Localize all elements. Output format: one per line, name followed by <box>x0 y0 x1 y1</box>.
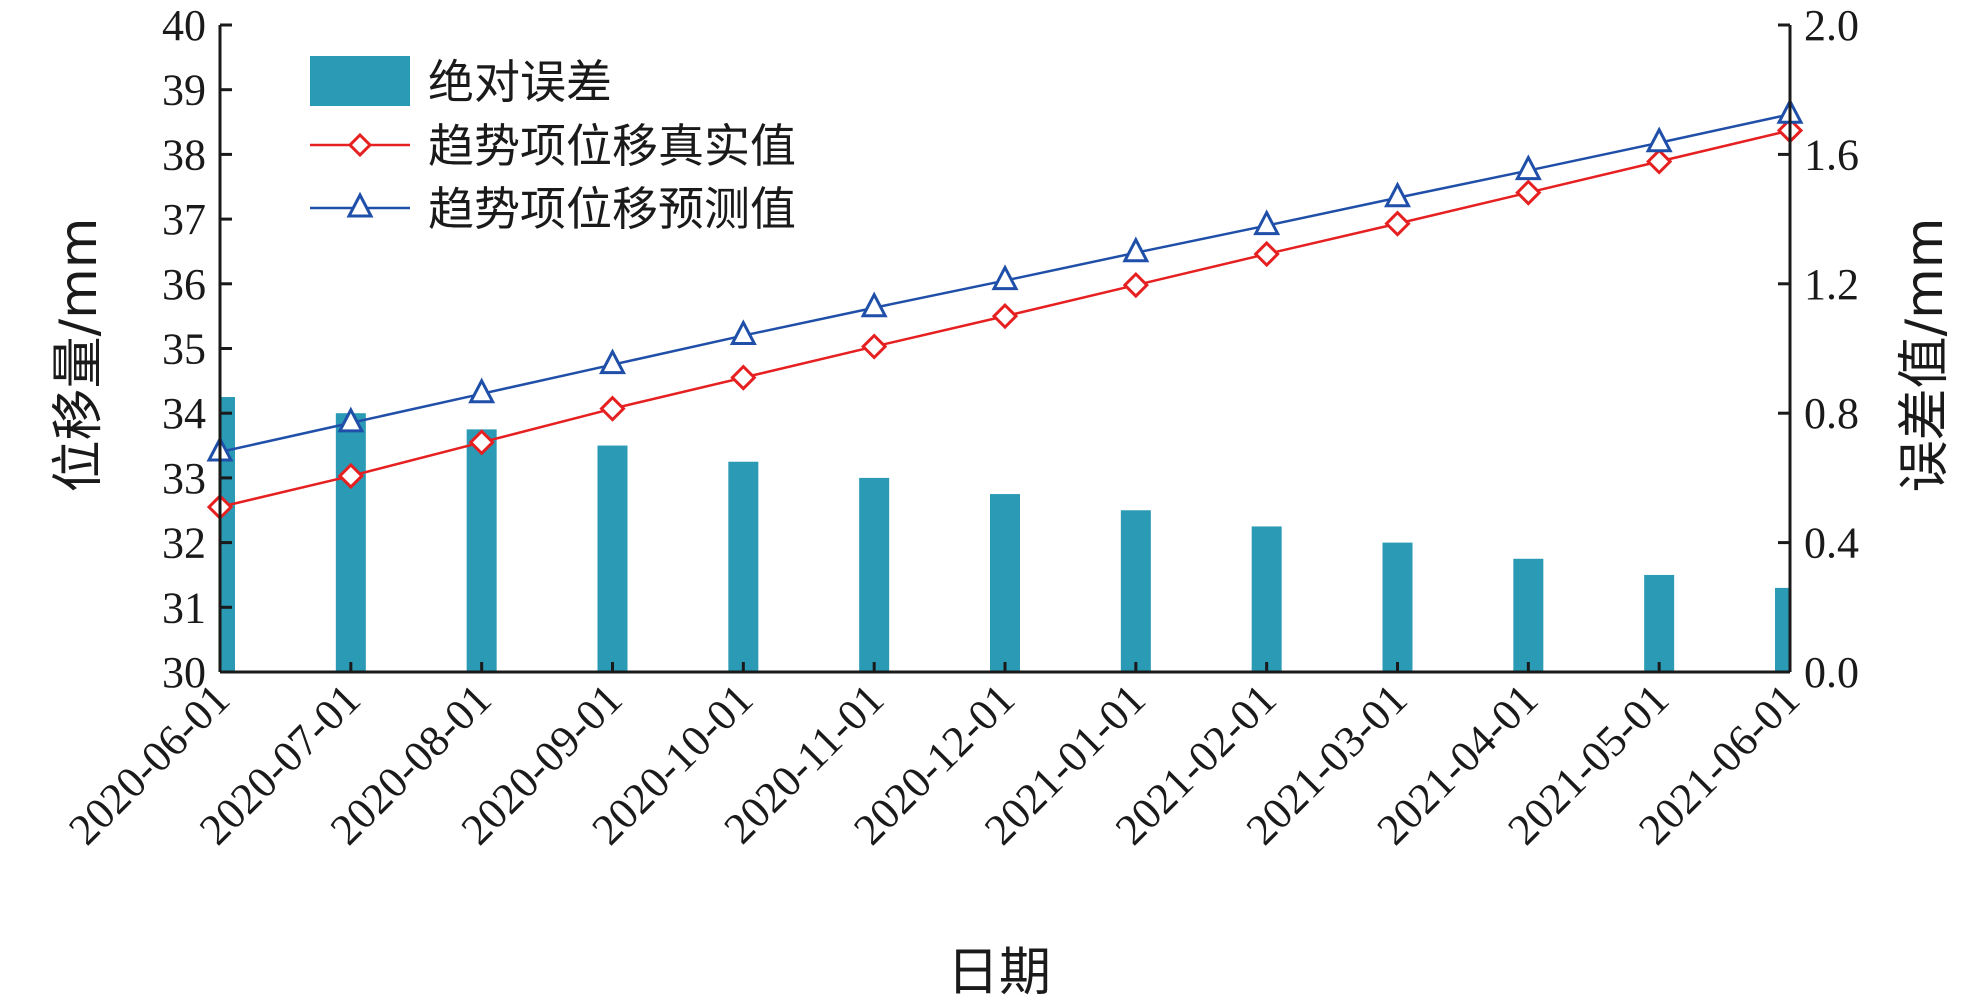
y-left-tick-label: 31 <box>162 583 206 632</box>
legend-swatch-bars <box>310 56 410 106</box>
series-1-point <box>468 377 496 404</box>
series-0-point <box>1253 240 1280 268</box>
legend: 绝对误差 趋势项位移真实值 趋势项位移预测值 <box>310 55 796 236</box>
y-left-tick-label: 34 <box>162 389 206 438</box>
series-0-point <box>1646 148 1673 175</box>
bar-abs-error <box>728 461 759 672</box>
y-left-tick-label: 35 <box>162 325 206 374</box>
y-right-tick-label: 2.0 <box>1804 1 1859 50</box>
series-1-point <box>1645 126 1673 153</box>
bar-abs-error <box>990 494 1020 672</box>
y-left-tick-label: 30 <box>162 648 206 697</box>
series-1-point <box>729 319 757 346</box>
y-left-tick-label: 33 <box>162 454 206 503</box>
series-0-point <box>1122 271 1149 299</box>
series-0-point <box>861 333 888 360</box>
series-0-point <box>1384 210 1411 237</box>
x-axis-title: 日期 <box>947 943 1051 1001</box>
series-0-point <box>1515 179 1542 206</box>
bar-abs-error <box>466 429 497 672</box>
bar-abs-error <box>1382 542 1413 672</box>
series-0-point <box>599 395 626 422</box>
y-left-tick-label: 36 <box>162 260 206 309</box>
lines-layer <box>206 98 1804 521</box>
series-0-point <box>730 364 757 391</box>
y-left-tick-label: 39 <box>162 66 206 115</box>
bar-abs-error <box>1644 574 1675 672</box>
legend-label-actual: 趋势项位移真实值 <box>428 119 796 173</box>
series-0-point <box>468 429 495 456</box>
bars-layer <box>220 397 1790 672</box>
legend-label-bars: 绝对误差 <box>428 55 612 109</box>
series-0-point <box>991 303 1019 330</box>
bar-abs-error <box>1251 526 1282 672</box>
y-axis-left-title: 位移量/mm <box>49 218 109 493</box>
y-right-tick-label: 0.4 <box>1804 519 1859 568</box>
legend-label-predicted: 趋势项位移预测值 <box>428 182 796 236</box>
bar-abs-error <box>1775 587 1790 672</box>
series-1-point <box>991 264 1019 291</box>
y-right-tick-label: 1.6 <box>1804 130 1859 179</box>
series-1-point <box>599 348 626 375</box>
y-right-tick-label: 0.8 <box>1804 389 1859 438</box>
legend-marker-predicted <box>346 191 374 218</box>
bar-abs-error <box>859 477 890 672</box>
bar-abs-error <box>1513 558 1544 672</box>
y-right-tick-label: 0.0 <box>1804 648 1859 697</box>
y-left-tick-label: 37 <box>162 195 206 244</box>
y-left-tick-label: 32 <box>162 519 206 568</box>
series-1-point <box>1514 154 1542 181</box>
series-1-point <box>1122 236 1150 263</box>
y-right-tick-label: 1.2 <box>1804 260 1859 309</box>
bar-abs-error <box>335 413 366 672</box>
legend-marker-actual <box>347 132 373 158</box>
bar-abs-error <box>1120 510 1151 672</box>
y-axis-right-title: 误差值/mm <box>1895 218 1955 493</box>
series-1-point <box>1253 209 1281 236</box>
y-left-tick-label: 40 <box>162 1 206 50</box>
bar-abs-error <box>220 397 235 672</box>
series-1-point <box>337 406 365 433</box>
series-1-point <box>1384 181 1411 208</box>
series-0-point <box>337 462 364 490</box>
y-left-tick-label: 38 <box>162 130 206 179</box>
bar-abs-error <box>597 445 628 672</box>
series-1-point <box>860 291 888 318</box>
